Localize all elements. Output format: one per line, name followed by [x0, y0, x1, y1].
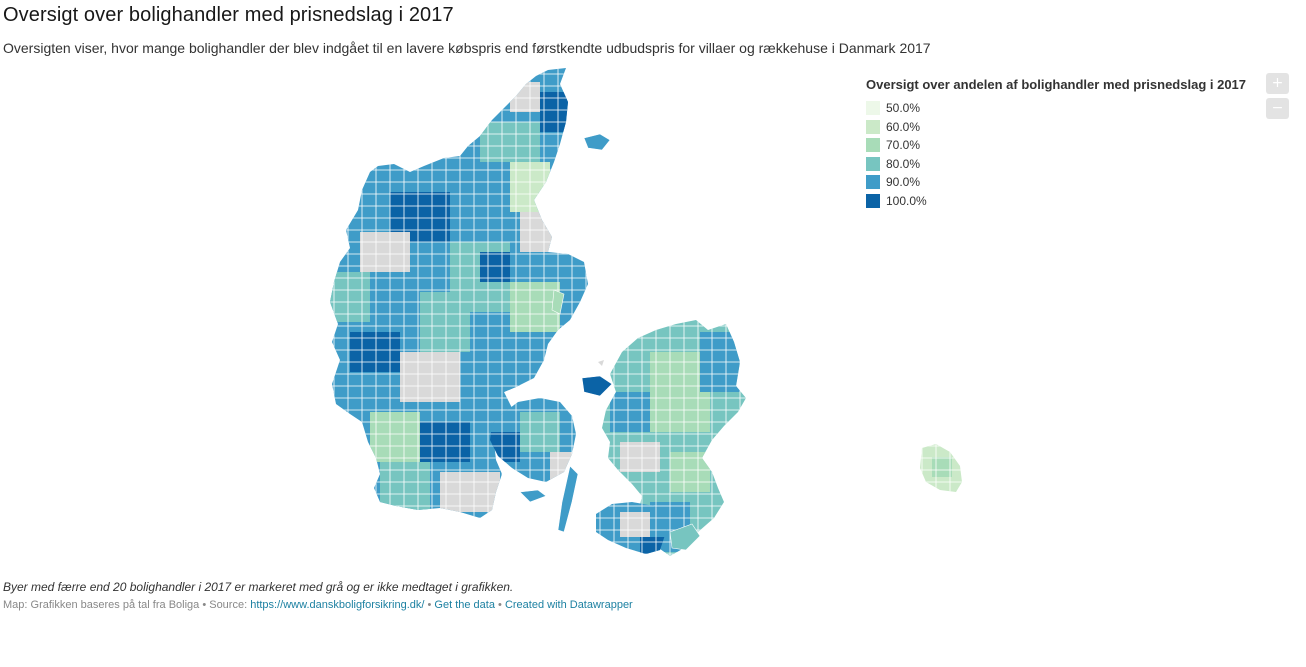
island-laeso: [583, 133, 611, 151]
legend-label: 50.0%: [886, 101, 921, 116]
legend-item: 80.0%: [866, 155, 1266, 174]
legend-swatch: [866, 156, 880, 171]
island-langeland: [557, 465, 579, 533]
map-footnote: Byer med færre end 20 bolighandler i 201…: [3, 580, 514, 594]
legend-item: 70.0%: [866, 136, 1266, 155]
legend-label: 100.0%: [886, 193, 927, 208]
legend-swatch: [866, 119, 880, 134]
denmark-choropleth-map[interactable]: [320, 62, 980, 572]
legend-item: 50.0%: [866, 99, 1266, 118]
legend-label: 60.0%: [886, 119, 921, 134]
legend-swatch: [866, 175, 880, 190]
island-aero: [519, 489, 547, 503]
legend-swatch: [866, 101, 880, 116]
footer-separator: •: [424, 599, 435, 611]
legend-label: 70.0%: [886, 138, 921, 153]
legend-item: 60.0%: [866, 118, 1266, 137]
datawrapper-link[interactable]: Created with Datawrapper: [504, 599, 633, 611]
source-footer: Map: Grafikken baseres på tal fra Boliga…: [3, 599, 633, 611]
page-title: Oversigt over bolighandler med prisnedsl…: [3, 4, 454, 26]
legend-label: 90.0%: [886, 175, 921, 190]
island-anholt: [598, 360, 604, 366]
map-source-text: Map: Grafikken baseres på tal fra Boliga…: [3, 599, 251, 611]
page-subtitle: Oversigten viser, hvor mange bolighandle…: [3, 40, 931, 56]
legend-swatch: [866, 193, 880, 208]
legend-label: 80.0%: [886, 156, 921, 171]
island-samso: [551, 289, 565, 315]
legend-swatch: [866, 138, 880, 153]
legend-item: 90.0%: [866, 173, 1266, 192]
island-mon: [669, 523, 701, 551]
source-link[interactable]: https://www.danskboligforsikring.dk/: [250, 599, 425, 611]
zoom-in-button[interactable]: +: [1266, 73, 1289, 94]
region-bornholm: [920, 444, 962, 492]
get-data-link[interactable]: Get the data: [434, 599, 495, 611]
zoom-out-button[interactable]: −: [1266, 98, 1289, 119]
footer-separator: •: [494, 599, 505, 611]
legend-item: 100.0%: [866, 192, 1266, 211]
map-legend: Oversigt over andelen af bolighandler me…: [866, 77, 1266, 210]
region-lolland-falster: [596, 502, 668, 554]
legend-title: Oversigt over andelen af bolighandler me…: [866, 77, 1247, 92]
island-sejero: [581, 375, 613, 397]
